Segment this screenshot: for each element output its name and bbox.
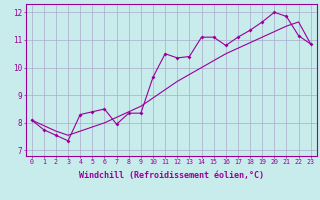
X-axis label: Windchill (Refroidissement éolien,°C): Windchill (Refroidissement éolien,°C) [79, 171, 264, 180]
